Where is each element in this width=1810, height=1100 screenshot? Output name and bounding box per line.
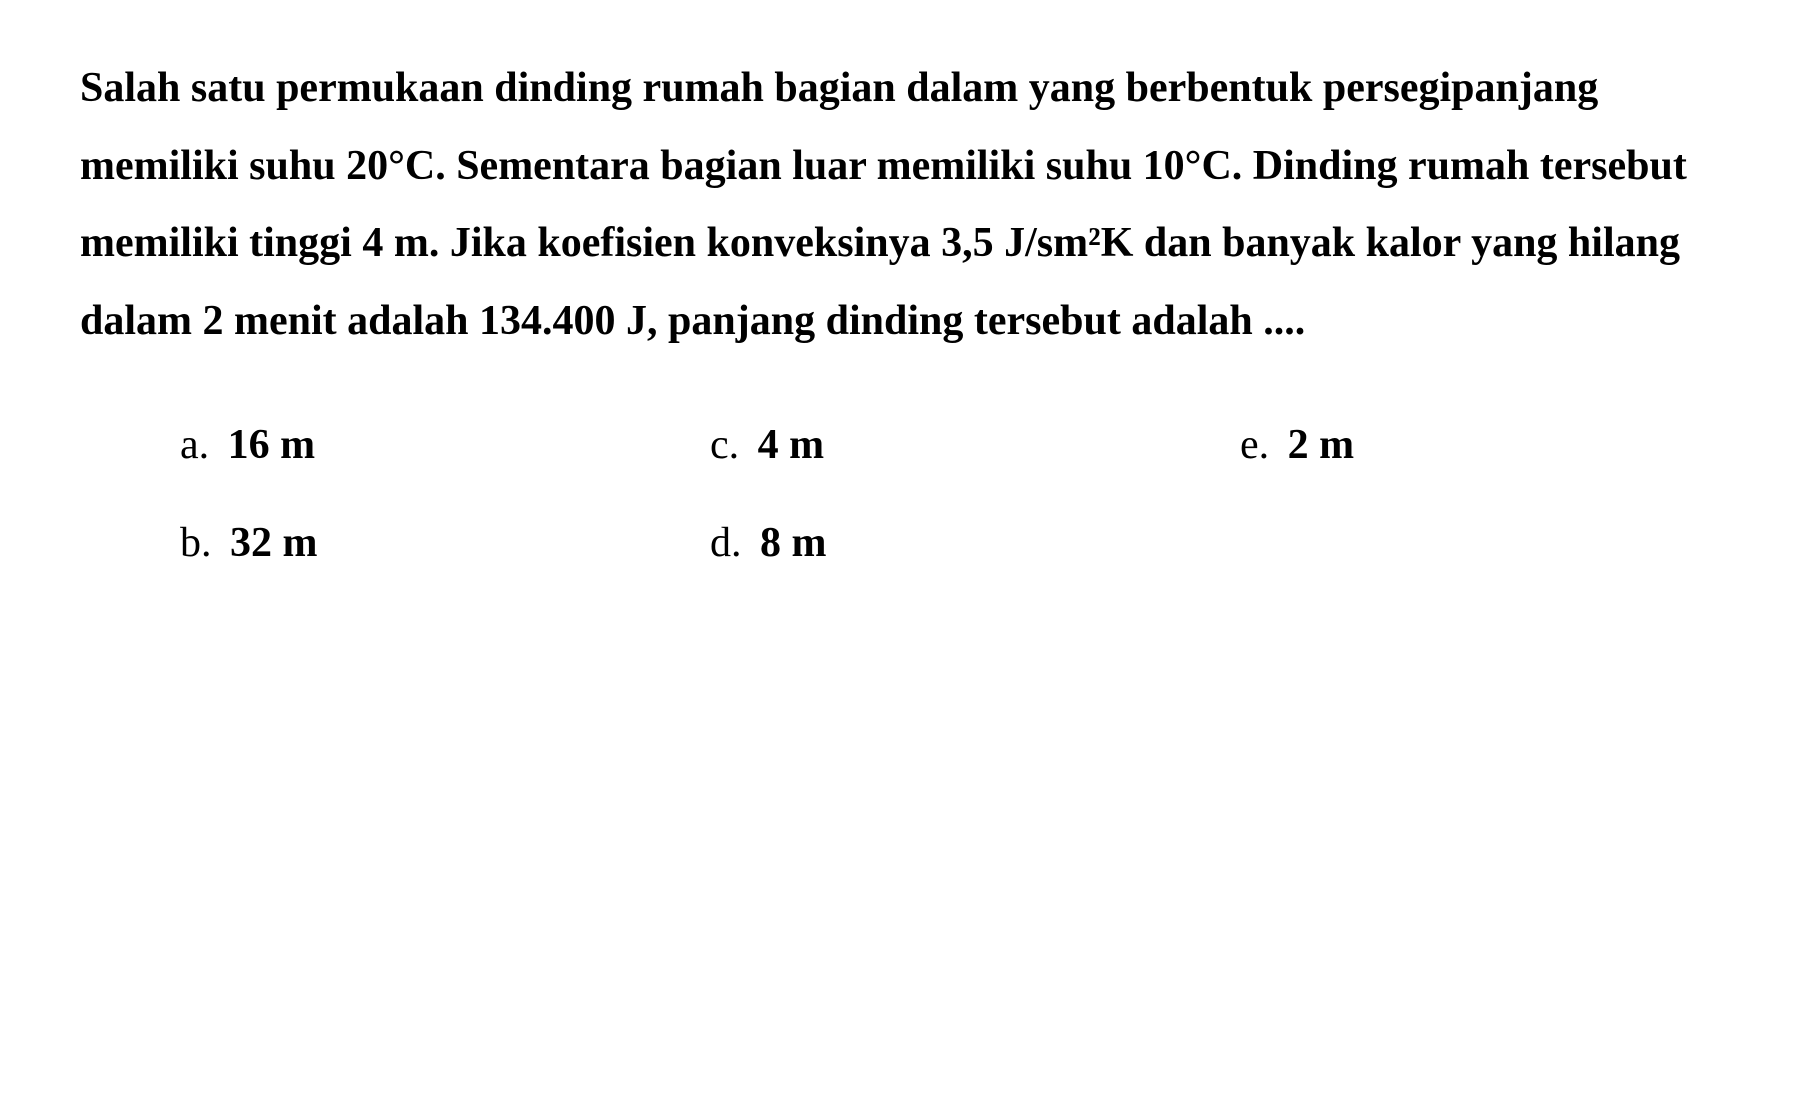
option-c-label: c. (710, 422, 739, 468)
question-text: Salah satu permukaan dinding rumah bagia… (80, 50, 1730, 361)
options-row-2: b. 32 m d. 8 m (180, 519, 1730, 567)
option-a-value: 16 m (228, 422, 316, 468)
option-a: a. 16 m (180, 421, 630, 469)
option-b-label: b. (180, 520, 212, 566)
option-d: d. 8 m (710, 519, 1160, 567)
option-e: e. 2 m (1240, 421, 1690, 469)
options-row-1: a. 16 m c. 4 m e. 2 m (180, 421, 1730, 469)
option-c-value: 4 m (758, 422, 825, 468)
option-d-value: 8 m (760, 520, 827, 566)
options-container: a. 16 m c. 4 m e. 2 m b. 32 m d. 8 m (80, 421, 1730, 567)
option-b-value: 32 m (230, 520, 318, 566)
option-b: b. 32 m (180, 519, 630, 567)
option-c: c. 4 m (710, 421, 1160, 469)
option-d-label: d. (710, 520, 742, 566)
option-a-label: a. (180, 422, 209, 468)
option-e-label: e. (1240, 422, 1269, 468)
option-e-value: 2 m (1288, 422, 1355, 468)
